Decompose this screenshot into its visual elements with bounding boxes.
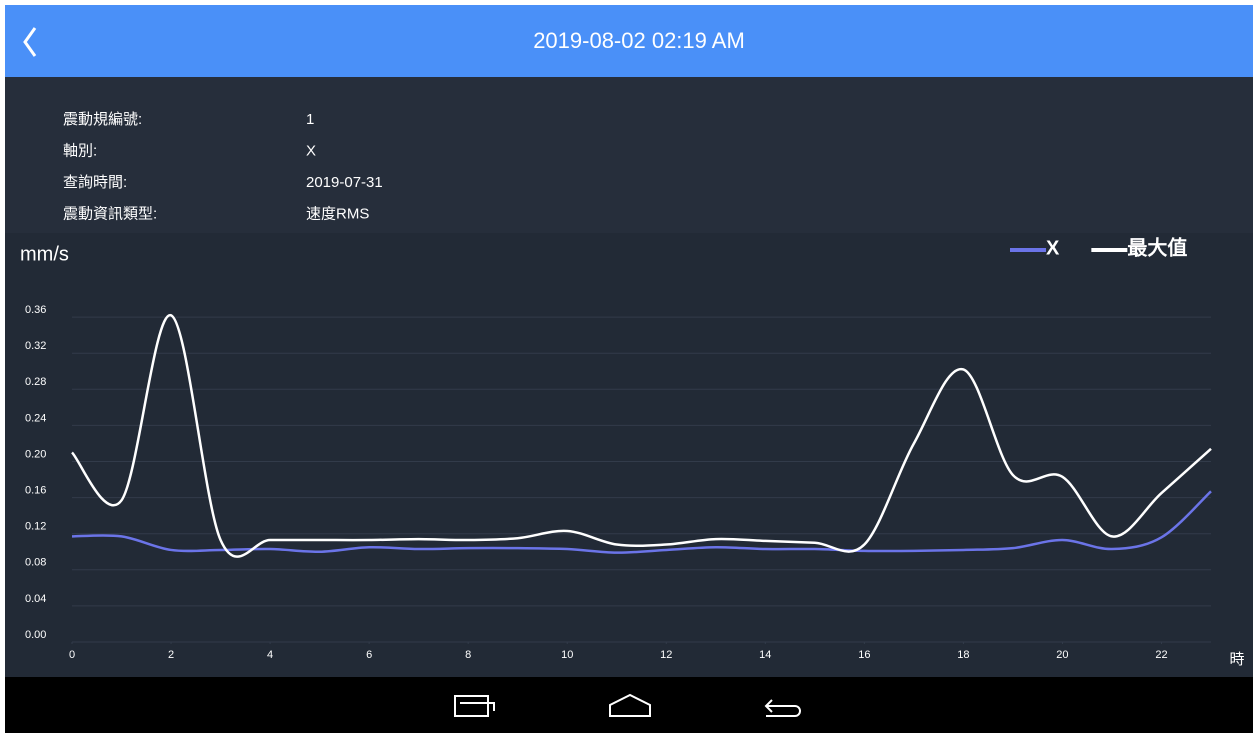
info-value: 速度RMS <box>306 205 369 222</box>
info-value: 1 <box>306 111 314 128</box>
x-tick-label: 2 <box>168 649 174 661</box>
recent-apps-button[interactable] <box>454 695 495 717</box>
back-button[interactable] <box>23 27 37 57</box>
x-tick-label: 12 <box>660 649 672 661</box>
y-tick-label: 0.20 <box>25 448 46 460</box>
x-tick-label: 6 <box>366 649 372 661</box>
y-tick-label: 0.12 <box>25 521 46 533</box>
x-tick-label: 8 <box>465 649 471 661</box>
x-axis-label: 時 <box>1229 651 1244 668</box>
series-line <box>71 314 1212 558</box>
y-tick-label: 0.36 <box>25 304 46 316</box>
y-tick-label: 0.28 <box>25 376 46 388</box>
info-label: 震動資訊類型: <box>63 205 157 222</box>
y-tick-label: 0.24 <box>25 412 46 424</box>
home-button[interactable] <box>609 693 651 717</box>
info-label: 震動規編號: <box>63 111 142 128</box>
legend-label: 最大值 <box>1127 235 1187 259</box>
y-axis-label: mm/s <box>20 243 69 265</box>
y-tick-label: 0.16 <box>25 485 46 497</box>
info-label: 軸別: <box>63 142 97 159</box>
x-tick-label: 16 <box>858 649 870 661</box>
info-label: 查詢時間: <box>63 174 127 191</box>
header-bar <box>5 5 1253 77</box>
header-title: 2019-08-02 02:19 AM <box>533 28 745 53</box>
x-tick-label: 4 <box>267 649 273 661</box>
info-value: X <box>306 142 316 159</box>
x-tick-label: 10 <box>561 649 573 661</box>
y-tick-label: 0.00 <box>25 629 46 641</box>
y-tick-label: 0.08 <box>25 557 46 569</box>
legend-label: X <box>1046 237 1060 259</box>
info-value: 2019-07-31 <box>306 174 383 191</box>
y-tick-label: 0.32 <box>25 340 46 352</box>
series-line <box>71 490 1212 554</box>
chart-panel <box>5 233 1253 677</box>
x-tick-label: 0 <box>69 649 75 661</box>
x-tick-label: 18 <box>957 649 969 661</box>
x-tick-label: 22 <box>1155 649 1167 661</box>
info-panel <box>5 77 1253 233</box>
y-tick-label: 0.04 <box>25 593 46 605</box>
nav-back-button[interactable] <box>764 699 801 717</box>
nav-bar <box>5 677 1253 733</box>
x-tick-label: 20 <box>1056 649 1068 661</box>
x-tick-label: 14 <box>759 649 771 661</box>
